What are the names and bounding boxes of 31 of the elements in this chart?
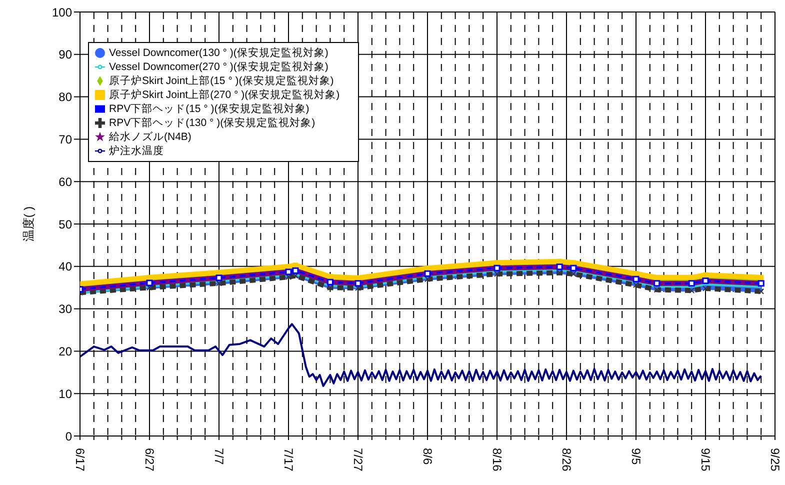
y-tick-label: 20 — [58, 344, 72, 358]
legend-label: 原子炉Skirt Joint上部(270 ° )(保安規定監視対象) — [109, 89, 340, 101]
y-tick-label: 40 — [58, 260, 72, 274]
x-tick-label: 7/27 — [350, 448, 365, 472]
x-tick-label: 8/16 — [490, 448, 504, 472]
legend-label: Vessel Downcomer(270 ° )(保安規定監視対象) — [109, 61, 328, 73]
y-tick-label: 100 — [52, 5, 72, 20]
legend-label: RPV下部ヘッド(15 ° )(保安規定監視対象) — [109, 103, 310, 115]
x-tick-label: 6/17 — [72, 448, 87, 472]
legend-label: RPV下部ヘッド(130 ° )(保安規定監視対象) — [109, 117, 316, 129]
y-tick-label: 70 — [58, 132, 72, 146]
legend-label: 原子炉Skirt Joint上部(15 ° )(保安規定監視対象) — [109, 75, 334, 87]
y-tick-label: 60 — [58, 174, 72, 189]
y-tick-label: 90 — [58, 48, 72, 62]
x-tick-label: 9/5 — [628, 448, 643, 466]
x-tick-label: 7/17 — [281, 448, 296, 472]
y-tick-label: 10 — [58, 386, 72, 401]
legend-label: Vessel Downcomer(130 ° )(保安規定監視対象) — [109, 47, 328, 59]
x-tick-label: 6/27 — [142, 448, 156, 472]
legend-label: 炉注水温度 — [109, 145, 164, 157]
x-tick-label: 8/6 — [420, 448, 434, 466]
y-tick-label: 0 — [65, 429, 72, 444]
x-tick-label: 9/25 — [768, 448, 782, 472]
y-tick-label: 80 — [58, 90, 72, 104]
x-tick-label: 9/15 — [698, 448, 712, 472]
x-tick-label: 7/7 — [212, 448, 226, 466]
y-tick-label: 30 — [58, 302, 72, 316]
x-tick-label: 8/26 — [559, 448, 574, 472]
y-tick-label: 50 — [58, 217, 72, 232]
y-axis-title: 温度( ) — [21, 206, 36, 242]
legend-label: 給水ノズル(N4B) — [109, 131, 192, 143]
